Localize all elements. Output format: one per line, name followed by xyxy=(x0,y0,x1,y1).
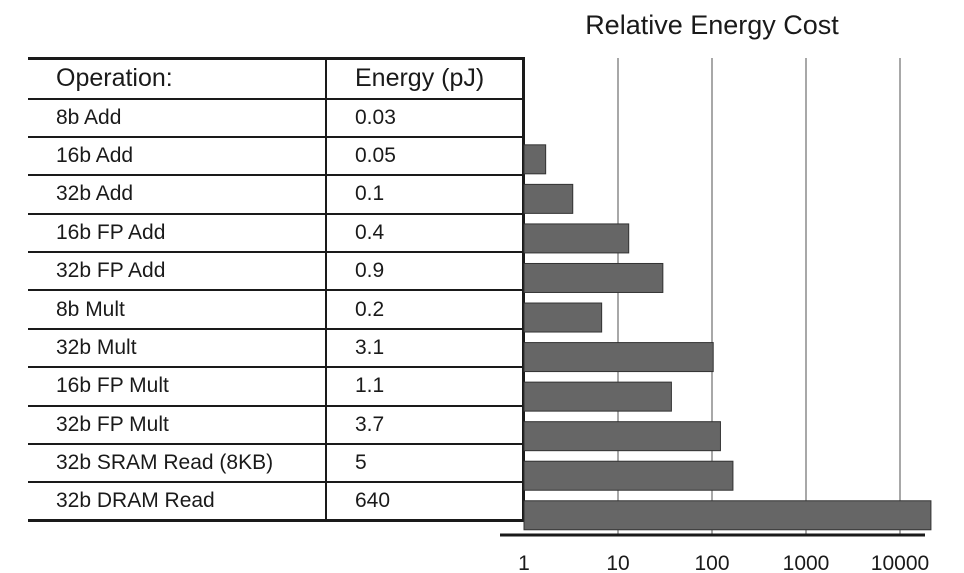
operation-cell: 32b FP Mult xyxy=(28,405,327,446)
table-row: 32b DRAM Read 640 xyxy=(28,482,525,523)
energy-cell: 0.9 xyxy=(326,252,525,292)
operation-cell: 32b FP Add xyxy=(28,252,327,292)
table-header-row: Operation: Energy (pJ) xyxy=(28,57,525,100)
table-row: 16b FP Add 0.4 xyxy=(28,213,525,254)
table-row: 32b Mult 3.1 xyxy=(28,328,525,369)
operation-cell: 32b Mult xyxy=(28,328,327,369)
table-row: 8b Mult 0.2 xyxy=(28,290,525,330)
table-row: 8b Add 0.03 xyxy=(28,98,525,138)
operation-cell: 16b Add xyxy=(28,136,327,177)
bar xyxy=(523,183,574,214)
table-body: 8b Add 0.03 16b Add 0.05 32b Add 0.1 16b FP Ad… xyxy=(28,98,525,523)
energy-cell: 3.7 xyxy=(326,405,525,446)
x-tick-label: 100 xyxy=(694,552,729,573)
energy-header: Energy (pJ) xyxy=(326,57,525,100)
bar xyxy=(523,460,734,491)
table-row: 32b FP Mult 3.7 xyxy=(28,405,525,446)
table-row: 16b FP Mult 1.1 xyxy=(28,367,525,407)
energy-cell: 640 xyxy=(326,482,525,523)
energy-cell: 0.2 xyxy=(326,290,525,330)
operation-cell: 8b Mult xyxy=(28,290,327,330)
energy-cell: 5 xyxy=(326,444,525,484)
table-row: 32b Add 0.1 xyxy=(28,175,525,215)
x-tick-label: 1 xyxy=(518,552,530,573)
bar xyxy=(523,381,672,412)
bar xyxy=(523,302,603,333)
energy-cell: 0.4 xyxy=(326,213,525,254)
operation-cell: 16b FP Add xyxy=(28,213,327,254)
operation-cell: 16b FP Mult xyxy=(28,367,327,407)
energy-cell: 0.1 xyxy=(326,175,525,215)
bar xyxy=(523,144,547,175)
operation-cell: 8b Add xyxy=(28,98,327,138)
x-tick-label: 10 xyxy=(606,552,629,573)
operation-cell: 32b Add xyxy=(28,175,327,215)
chart-title: Relative Energy Cost xyxy=(585,10,839,40)
x-tick-label: 10000 xyxy=(871,552,929,573)
energy-cell: 3.1 xyxy=(326,328,525,369)
x-tick-label: 1000 xyxy=(783,552,830,573)
bar xyxy=(523,262,664,293)
bar xyxy=(523,223,630,254)
energy-cell: 0.05 xyxy=(326,136,525,177)
table-row: 32b FP Add 0.9 xyxy=(28,252,525,292)
bar xyxy=(523,421,721,452)
energy-cell: 0.03 xyxy=(326,98,525,138)
bar xyxy=(523,342,714,373)
table-row: 32b SRAM Read (8KB) 5 xyxy=(28,444,525,484)
table-row: 16b Add 0.05 xyxy=(28,136,525,177)
operation-header: Operation: xyxy=(28,57,327,100)
bar xyxy=(523,500,932,531)
operation-cell: 32b DRAM Read xyxy=(28,482,327,523)
energy-cell: 1.1 xyxy=(326,367,525,407)
energy-table: Operation: Energy (pJ) 8b Add 0.03 16b Add… xyxy=(28,57,525,523)
operation-cell: 32b SRAM Read (8KB) xyxy=(28,444,327,484)
